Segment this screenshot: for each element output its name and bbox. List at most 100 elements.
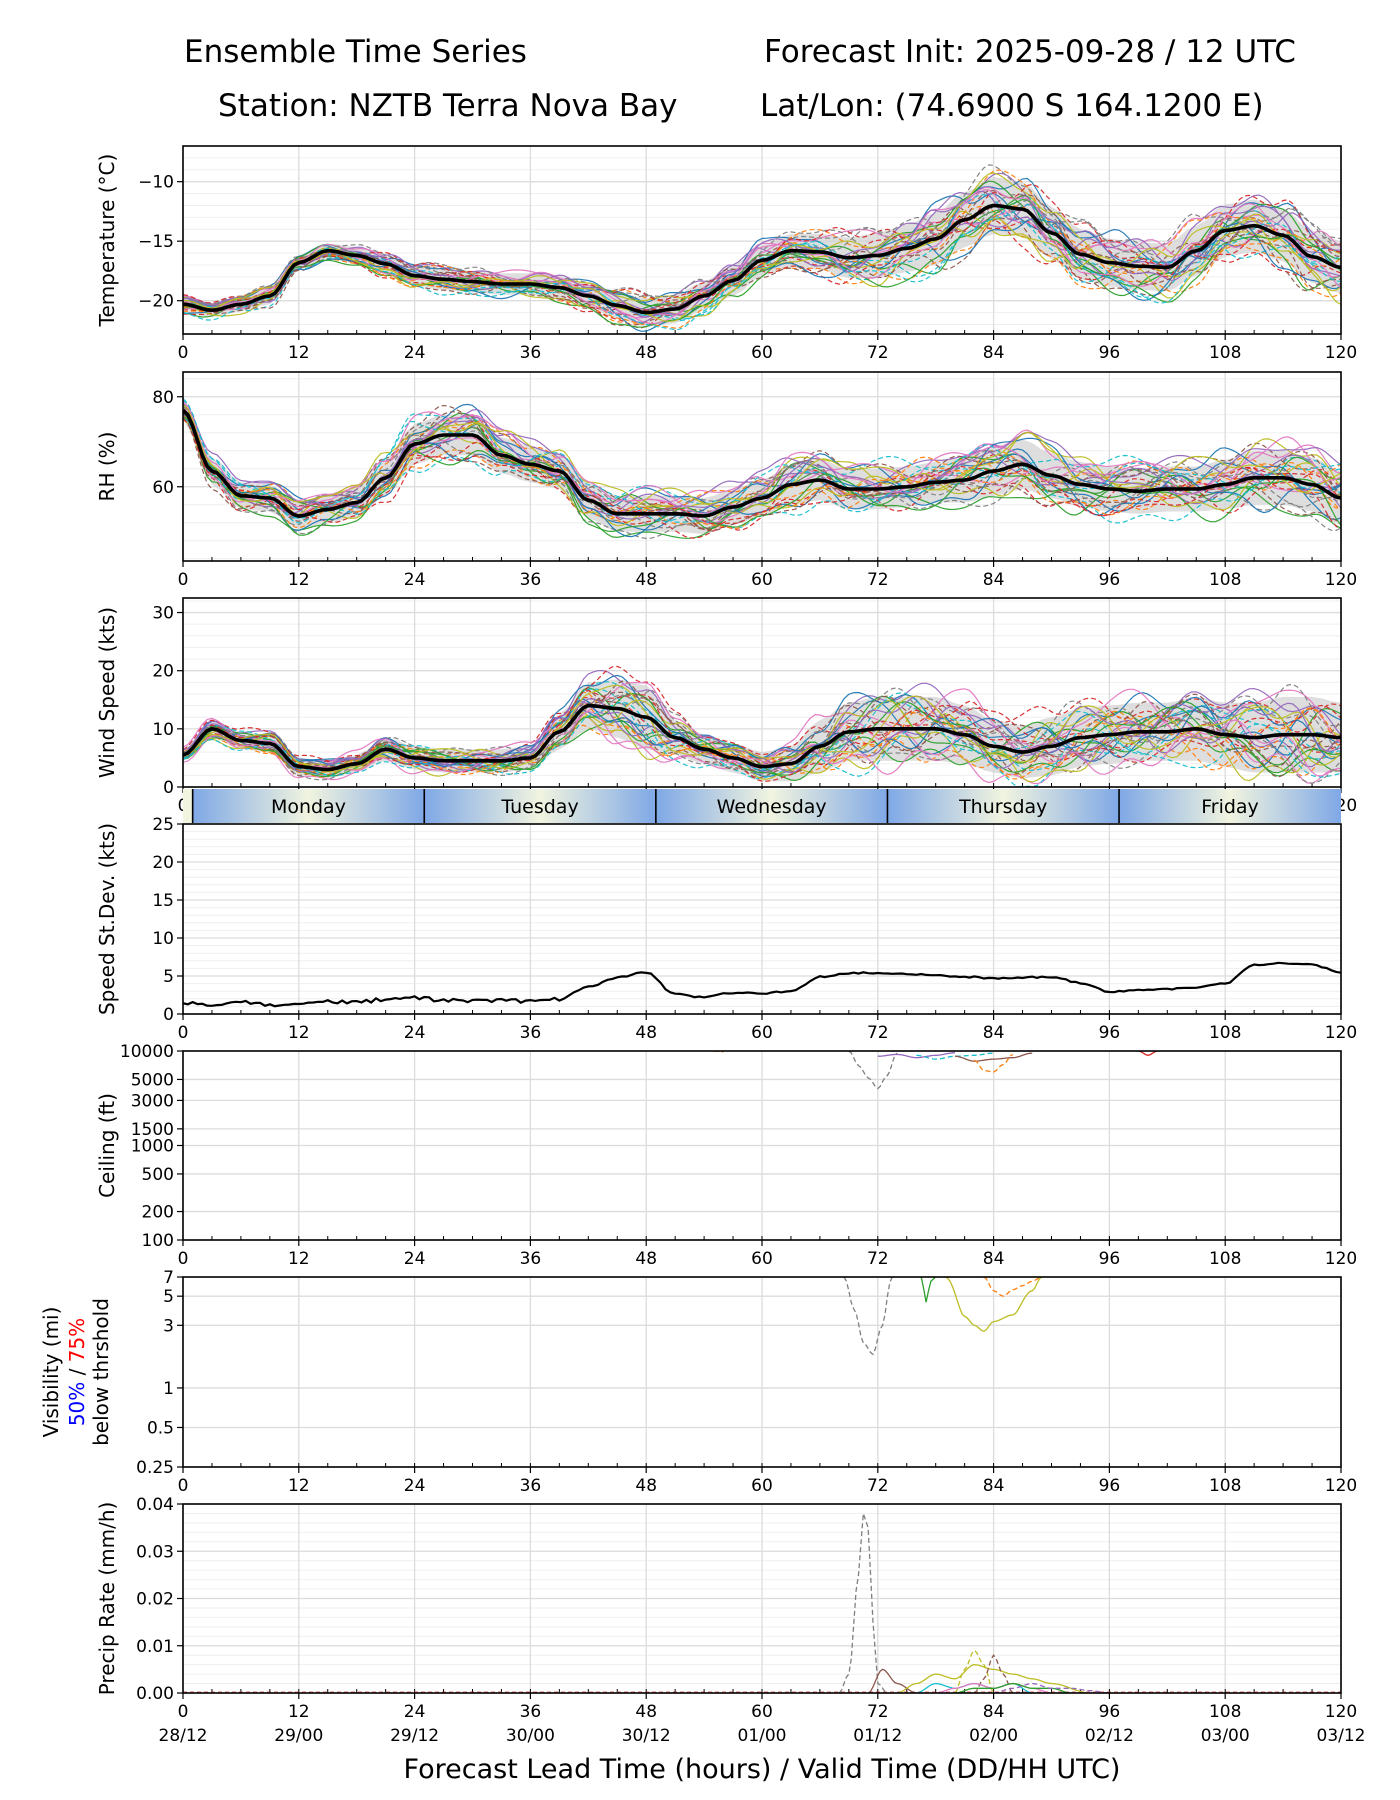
temperature-member-line <box>183 193 1341 308</box>
ceiling-xtick-label: 12 <box>288 1249 310 1269</box>
precip-xtick-label: 48 <box>635 1702 657 1722</box>
rh-xtick-label: 120 <box>1325 570 1357 590</box>
vis-slash: / <box>65 1362 89 1381</box>
rh-xtick-label: 96 <box>1099 570 1121 590</box>
ceiling-xtick-label: 60 <box>751 1249 773 1269</box>
rh-ytick-label: 80 <box>152 388 174 408</box>
speed_sd-ytick-label: 15 <box>152 891 174 911</box>
ceiling-ylabel: Ceiling (ft) <box>95 1093 119 1198</box>
temperature-xtick-label: 36 <box>520 343 542 363</box>
x-axis-label: Forecast Lead Time (hours) / Valid Time … <box>404 1754 1121 1785</box>
temperature-xtick-label: 24 <box>404 343 426 363</box>
temperature-xtick-label: 0 <box>178 343 189 363</box>
visibility-xtick-label: 96 <box>1099 1476 1121 1496</box>
valid-time-label: 29/00 <box>274 1726 323 1746</box>
ceiling-xtick-label: 120 <box>1325 1249 1357 1269</box>
temperature-ytick-label: −15 <box>138 232 174 252</box>
temperature-grid <box>182 145 1342 334</box>
temperature-member-line <box>183 190 1341 318</box>
rh-member-line <box>183 399 1341 524</box>
day-segment <box>424 789 656 823</box>
visibility-member-line <box>843 1277 893 1356</box>
visibility-xtick-label: 108 <box>1209 1476 1241 1496</box>
wind-member-line <box>183 690 1341 782</box>
precip-member-line <box>896 1664 1091 1693</box>
precip-xtick-label: 96 <box>1099 1702 1121 1722</box>
vis-75-label: 75% <box>65 1318 89 1362</box>
precip-ylabel: Precip Rate (mm/h) <box>95 1502 119 1696</box>
rh-ytick-label: 60 <box>152 478 174 498</box>
day-label: Monday <box>271 796 346 818</box>
visibility-member-line <box>945 1277 1043 1333</box>
temperature-axes-frame <box>182 145 1342 335</box>
speed_sd-grid <box>182 823 1342 1015</box>
precip-grid <box>182 1503 1342 1694</box>
temperature-panel: −20 −15 −10 0 12 24 36 48 60 72 84 96 108 120 Temperat… <box>95 145 1357 363</box>
ceiling-xtick-label: 96 <box>1099 1249 1121 1269</box>
visibility-xtick-label: 60 <box>751 1476 773 1496</box>
temperature-member-line <box>183 199 1341 305</box>
visibility-ytick-label: 1 <box>163 1379 174 1399</box>
wind-member-line <box>183 710 1341 777</box>
temperature-ylabel: Temperature (°C) <box>95 154 119 328</box>
wind-member-line <box>183 665 1341 766</box>
ceiling-ytick-label: 100 <box>142 1231 174 1251</box>
precip-ytick-label: 0.01 <box>136 1637 174 1657</box>
wind-mean-line <box>183 703 1341 772</box>
rh-xtick-label: 84 <box>983 570 1005 590</box>
wind-ytick-label: 20 <box>152 662 174 682</box>
ceiling-member-line <box>1138 1051 1158 1056</box>
precip-xtick-label: 84 <box>983 1702 1005 1722</box>
visibility-xtick-label: 84 <box>983 1476 1005 1496</box>
speed_sd-ytick-label: 5 <box>163 967 174 987</box>
precip-xtick-label: 0 <box>178 1702 189 1722</box>
wind-member-line <box>183 710 1341 777</box>
wind-axes-frame <box>182 597 1342 788</box>
temperature-mean-line <box>183 203 1341 315</box>
valid-time-label: 29/12 <box>390 1726 439 1746</box>
day-label: Thursday <box>958 796 1047 818</box>
day-segment <box>887 789 1120 823</box>
ceiling-ytick-label: 10000 <box>120 1042 174 1062</box>
ceiling-xtick-label: 48 <box>635 1249 657 1269</box>
precip-panel: 0.00 0.01 0.02 0.03 0.04 0 12 24 36 48 60 72 84 96 108… <box>95 1495 1357 1722</box>
ceiling-ytick-label: 1000 <box>131 1137 174 1157</box>
day-label: Tuesday <box>500 796 578 818</box>
day-label: Wednesday <box>717 796 827 818</box>
ceiling-ytick-label: 1500 <box>131 1120 174 1140</box>
speed_sd-xtick-label: 84 <box>983 1023 1005 1043</box>
precip-xtick-label: 108 <box>1209 1702 1241 1722</box>
speed_sd-xtick-label: 72 <box>867 1023 889 1043</box>
temperature-ytick-label: −10 <box>138 173 174 193</box>
rh-member-line <box>183 415 1341 530</box>
ceiling-xtick-label: 24 <box>404 1249 426 1269</box>
precip-member-line <box>993 1682 1110 1693</box>
visibility-member-line <box>983 1277 1042 1297</box>
valid-time-label: 01/00 <box>738 1726 787 1746</box>
visibility-plot <box>843 1277 1043 1356</box>
ceiling-xtick-label: 108 <box>1209 1249 1241 1269</box>
ceiling-ytick-label: 3000 <box>131 1091 174 1111</box>
wind-member-line <box>183 694 1341 784</box>
precip-xtick-label: 12 <box>288 1702 310 1722</box>
rh-xtick-label: 48 <box>635 570 657 590</box>
rh-member-line <box>183 405 1341 529</box>
speed_sd-xtick-label: 108 <box>1209 1023 1241 1043</box>
visibility-ylabel-line3: below thrshold <box>89 1298 113 1446</box>
vis-50-label: 50% <box>65 1382 89 1426</box>
valid-time-label: 01/12 <box>853 1726 902 1746</box>
ceiling-member-line <box>877 1052 956 1059</box>
valid-time-label: 30/00 <box>506 1726 555 1746</box>
precip-ytick-label: 0.03 <box>136 1542 174 1562</box>
latlon-label: Lat/Lon: (74.6900 S 164.1200 E) <box>760 88 1264 124</box>
temperature-xtick-label: 84 <box>983 343 1005 363</box>
ceiling-grid <box>182 1050 1342 1241</box>
precip-xtick-label: 120 <box>1325 1702 1357 1722</box>
valid-time-label: 02/00 <box>969 1726 1018 1746</box>
ceiling-xtick-label: 72 <box>867 1249 889 1269</box>
rh-xtick-label: 108 <box>1209 570 1241 590</box>
day-label: Friday <box>1201 796 1259 818</box>
speed_sd-panel: 0 5 10 15 20 25 0 12 24 36 48 60 72 84 96 108 120 Speed S… <box>95 815 1357 1043</box>
wind-ytick-label: 10 <box>152 720 174 740</box>
